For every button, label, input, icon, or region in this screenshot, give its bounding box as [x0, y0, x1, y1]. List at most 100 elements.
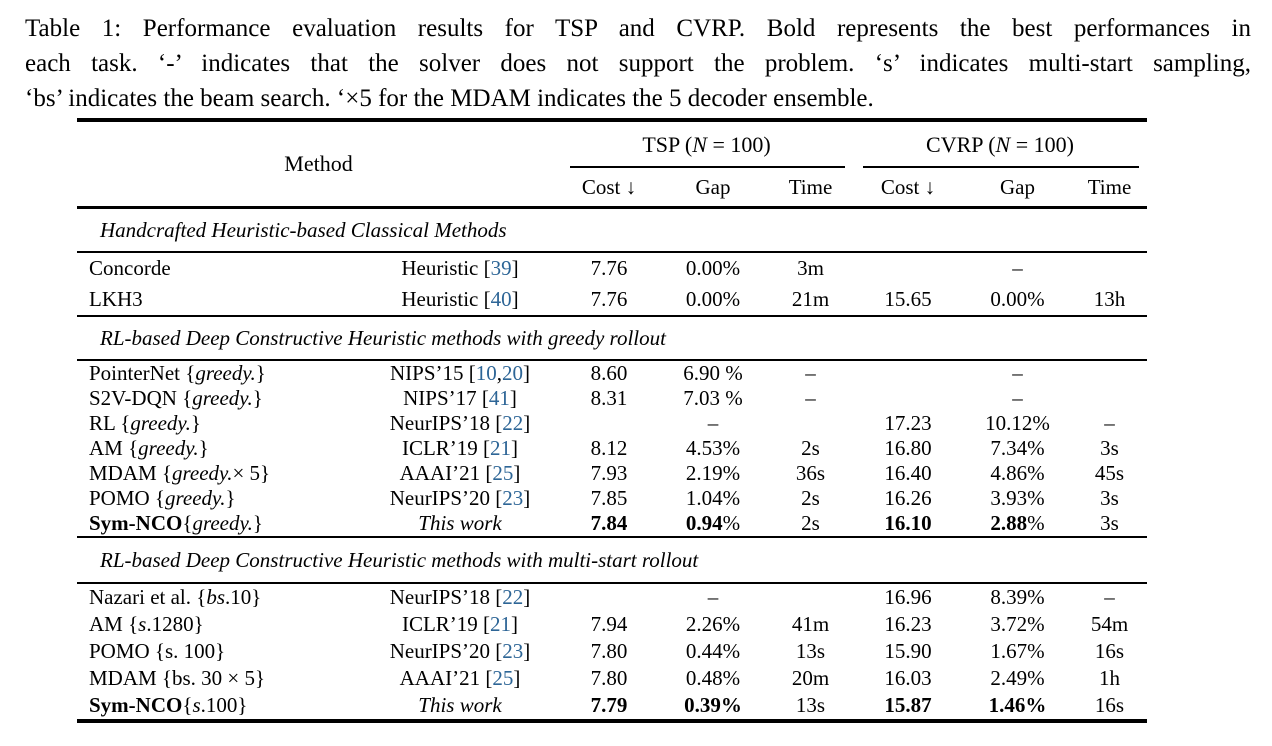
citation-link[interactable]: 25	[492, 461, 514, 485]
text-part: 2.88	[990, 511, 1028, 535]
citation-link[interactable]: 23	[502, 486, 524, 510]
citation-link[interactable]: 25	[492, 666, 514, 690]
cvrp-time-cell: 3s	[1072, 436, 1147, 461]
table-row: Nazari et al. {bs .10} NeurIPS’18 [22] –16.…	[77, 584, 1147, 611]
text-part: 7.94	[590, 612, 628, 636]
method-cell: POMO {s. 100}	[77, 638, 360, 665]
text-part: 16s	[1094, 693, 1125, 717]
text-part: 2s	[801, 486, 820, 510]
tsp-time-cell: 13s	[768, 638, 853, 665]
text-part: 0.39%	[684, 693, 742, 717]
text-part: }	[190, 411, 201, 435]
tsp-cmidrule	[570, 166, 845, 168]
text-part: –	[1012, 256, 1023, 280]
cvrp-gap-cell: 8.39%	[963, 584, 1072, 611]
text-part: greedy.	[138, 436, 199, 460]
text-part: 15.87	[884, 693, 932, 717]
citation-link[interactable]: 21	[490, 436, 512, 460]
text-part: N	[995, 132, 1011, 157]
table-row: RL {greedy.} NeurIPS’18 [22] –17.23 10.12% –	[77, 411, 1147, 436]
top-rule	[77, 118, 1147, 122]
citation-link[interactable]: 10	[475, 361, 497, 385]
text-part: ]	[523, 486, 531, 510]
text-part: ,	[496, 361, 502, 385]
text-part: –	[1104, 585, 1115, 609]
cvrp-gap-cell: 10.12%	[963, 411, 1072, 436]
text-part: ]	[511, 287, 519, 311]
text-part: 3.72%	[990, 612, 1045, 636]
text-part: 0.00%	[990, 287, 1045, 311]
column-header-cvrp-gap: Gap	[1000, 175, 1035, 199]
cvrp-cost-cell: 16.80	[853, 436, 963, 461]
cvrp-cost-cell: 16.40	[853, 461, 963, 486]
text-part: %	[1027, 511, 1045, 535]
text-part: TSP (	[642, 132, 693, 157]
tsp-time-cell: –	[768, 361, 853, 386]
citation-link[interactable]: 20	[502, 361, 523, 385]
tsp-gap-cell: 1.04%	[658, 486, 768, 511]
text-part: 7.03 %	[683, 386, 743, 410]
text-part: 54m	[1090, 612, 1129, 636]
tsp-gap-cell: 0.00%	[658, 253, 768, 284]
table-row: Concorde Heuristic [39] 7.76 0.00% 3m –	[77, 253, 1147, 284]
text-part: }	[225, 486, 236, 510]
table-body: Handcrafted Heuristic-based Classical Me…	[77, 209, 1147, 719]
method-cell: RL {greedy.}	[77, 411, 360, 436]
citation-link[interactable]: 41	[488, 386, 510, 410]
cvrp-gap-cell: –	[963, 361, 1072, 386]
tsp-time-cell: 13s	[768, 692, 853, 719]
text-part: greedy.	[172, 461, 233, 485]
text-part: 7.85	[590, 486, 628, 510]
text-part: –	[1012, 361, 1023, 385]
tsp-cost-cell: 7.79	[560, 692, 658, 719]
text-part: 2.19%	[685, 461, 741, 485]
cvrp-time-cell: 45s	[1072, 461, 1147, 486]
tsp-cost-cell: 8.31	[560, 386, 658, 411]
table-row: AM {s .1280} ICLR’19 [21] 7.94 2.26% 41m 16.23…	[77, 611, 1147, 638]
citation-link[interactable]: 40	[490, 287, 512, 311]
tsp-cost-cell: 8.60	[560, 361, 658, 386]
cvrp-time-cell: 54m	[1072, 611, 1147, 638]
text-part: 1h	[1099, 666, 1120, 690]
table-row: Sym-NCO {greedy.} This work 7.84 0.94% 2s 16.…	[77, 511, 1147, 536]
citation-link[interactable]: 21	[490, 612, 512, 636]
cvrp-cost-cell: 15.90	[853, 638, 963, 665]
citation-link[interactable]: 23	[502, 639, 524, 663]
method-cell: Concorde	[77, 253, 360, 284]
text-part: 15.65	[884, 287, 932, 311]
cvrp-gap-cell: 0.00%	[963, 284, 1072, 315]
text-part: = 100)	[706, 132, 771, 157]
tsp-time-cell: 21m	[768, 284, 853, 315]
text-part: 2.49%	[990, 666, 1045, 690]
section-header: RL-based Deep Constructive Heuristic met…	[100, 325, 666, 350]
text-part: 7.76	[590, 256, 628, 280]
cvrp-time-cell: –	[1072, 584, 1147, 611]
table-row: Sym-NCO {s .100} This work 7.79 0.39% 13s 15.8…	[77, 692, 1147, 719]
tsp-time-cell	[768, 584, 853, 611]
table-row: S2V-DQN {greedy.} NIPS’17 [41] 8.31 7.03 % –…	[77, 386, 1147, 411]
cvrp-time-cell	[1072, 253, 1147, 284]
text-part: S2V-DQN {	[89, 386, 193, 410]
text-part: .100}	[200, 693, 248, 717]
text-part: 17.23	[884, 411, 932, 435]
text-part: }	[255, 361, 266, 385]
tsp-gap-cell: 7.03 %	[658, 386, 768, 411]
text-part: 8.39%	[990, 585, 1045, 609]
text-part: greedy.	[192, 511, 253, 535]
table-row: AM {greedy.} ICLR’19 [21] 8.12 4.53% 2s 16.80…	[77, 436, 1147, 461]
text-part: 21m	[791, 287, 830, 311]
cvrp-cost-cell: 16.26	[853, 486, 963, 511]
bottom-rule	[77, 719, 1147, 723]
results-table: Method TSP (N = 100) CVRP (N = 100) Cost…	[77, 118, 1147, 723]
column-header-cvrp-time: Time	[1087, 175, 1132, 199]
citation-link[interactable]: 22	[502, 585, 524, 609]
cvrp-cost-cell	[853, 361, 963, 386]
cvrp-gap-cell: 3.72%	[963, 611, 1072, 638]
text-part: AAAI’21 [	[399, 461, 493, 485]
column-group-tsp: TSP (N = 100)	[560, 122, 853, 168]
venue-cell: ICLR’19 [21]	[360, 611, 560, 638]
section-header: RL-based Deep Constructive Heuristic met…	[100, 547, 699, 572]
text-part: 16.40	[884, 461, 932, 485]
citation-link[interactable]: 39	[490, 256, 512, 280]
citation-link[interactable]: 22	[502, 411, 524, 435]
